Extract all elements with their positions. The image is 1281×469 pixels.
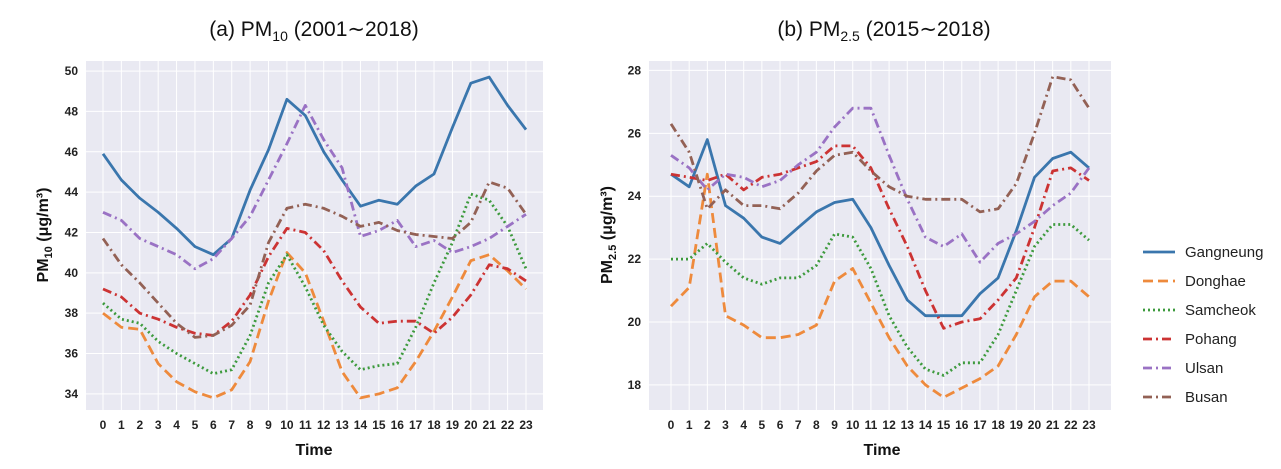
x-tick-label: 21 (483, 418, 497, 432)
x-ticks-b: 0 1 2 3 4 5 6 7 8 9 10 11 12 13 14 15 16 17 18 19 20 21 22 23 (668, 418, 1096, 432)
grid-b (649, 61, 1111, 410)
y-axis-label-a: PM10 (μg/m³) (35, 188, 55, 283)
x-tick-label: 9 (265, 418, 272, 432)
y-tick-label: 48 (65, 104, 79, 118)
x-tick-label: 14 (919, 418, 933, 432)
y-tick-label: 20 (628, 315, 642, 329)
x-tick-label: 3 (722, 418, 729, 432)
x-axis-label-b: Time (863, 442, 900, 459)
x-tick-label: 5 (192, 418, 199, 432)
y-tick-label: 28 (628, 63, 642, 77)
legend-label-samcheok: Samcheok (1185, 302, 1256, 319)
series-line-gangneung (670, 138, 1090, 318)
chart-panel-a: (a) PM10 (2001∼2018) 343638404244464850 … (35, 18, 543, 459)
series-line-donghae (102, 251, 527, 400)
x-tick-label: 16 (955, 418, 969, 432)
x-tick-label: 1 (686, 418, 693, 432)
y-tick-label: 22 (628, 252, 642, 266)
x-tick-label: 6 (210, 418, 217, 432)
series-lines-a (101, 75, 528, 400)
x-tick-label: 15 (372, 418, 386, 432)
x-tick-label: 23 (1082, 418, 1096, 432)
x-axis-label-a: Time (295, 442, 332, 459)
x-tick-label: 21 (1046, 418, 1060, 432)
x-tick-label: 22 (501, 418, 515, 432)
x-tick-label: 17 (409, 418, 423, 432)
series-line-busan (101, 180, 528, 339)
x-tick-label: 7 (795, 418, 802, 432)
y-tick-label: 24 (628, 189, 642, 203)
x-tick-label: 7 (228, 418, 235, 432)
y-tick-label: 46 (65, 145, 79, 159)
x-tick-label: 19 (446, 418, 460, 432)
x-tick-label: 20 (464, 418, 478, 432)
legend-label-donghae: Donghae (1185, 273, 1246, 290)
x-tick-label: 4 (173, 418, 180, 432)
y-axis-label-b: PM2.5 (μg/m³) (599, 186, 619, 284)
x-tick-label: 20 (1028, 418, 1042, 432)
legend-label-gangneung: Gangneung (1185, 244, 1263, 261)
x-tick-label: 12 (317, 418, 331, 432)
chart-title-b: (b) PM2.5 (2015∼2018) (777, 18, 990, 44)
series-line-samcheok (102, 192, 528, 376)
x-tick-label: 13 (335, 418, 349, 432)
x-tick-label: 16 (391, 418, 405, 432)
series-line-samcheok (671, 223, 1090, 377)
x-tick-label: 3 (155, 418, 162, 432)
x-tick-label: 9 (831, 418, 838, 432)
x-tick-label: 0 (100, 418, 107, 432)
x-tick-label: 14 (354, 418, 368, 432)
x-tick-label: 10 (280, 418, 294, 432)
legend-label-busan: Busan (1185, 389, 1228, 406)
x-tick-label: 23 (519, 418, 533, 432)
series-line-ulsan (102, 104, 527, 271)
x-tick-label: 10 (846, 418, 860, 432)
x-tick-label: 8 (247, 418, 254, 432)
plot-area-a (86, 61, 543, 410)
x-tick-label: 1 (118, 418, 125, 432)
y-tick-label: 36 (65, 347, 79, 361)
legend-label-ulsan: Ulsan (1185, 360, 1223, 377)
x-ticks-a: 0 1 2 3 4 5 6 7 8 9 10 11 12 13 14 15 16 17 18 19 20 21 22 23 (100, 418, 533, 432)
x-tick-label: 18 (991, 418, 1005, 432)
y-tick-label: 18 (628, 378, 642, 392)
x-tick-label: 15 (937, 418, 951, 432)
y-ticks-a: 34 36 38 40 42 44 46 48 50 (65, 64, 79, 401)
x-tick-label: 18 (427, 418, 441, 432)
y-ticks-b: 18 20 22 24 26 28 (628, 63, 642, 391)
y-tick-label: 50 (65, 64, 79, 78)
x-tick-label: 2 (704, 418, 711, 432)
series-line-ulsan (670, 106, 1091, 264)
y-tick-label: 38 (65, 306, 79, 320)
series-line-pohang (102, 226, 527, 337)
legend: Gangneung Donghae Samcheok Pohang Ulsan Busan (1143, 244, 1263, 406)
x-tick-label: 22 (1064, 418, 1078, 432)
series-line-pohang (670, 144, 1090, 330)
legend-label-pohang: Pohang (1185, 331, 1237, 348)
x-tick-label: 6 (777, 418, 784, 432)
series-line-gangneung (101, 75, 528, 257)
series-line-busan (669, 75, 1091, 214)
x-tick-label: 0 (668, 418, 675, 432)
y-tick-label: 44 (65, 185, 79, 199)
x-tick-label: 19 (1010, 418, 1024, 432)
y-tick-label: 34 (65, 387, 79, 401)
x-tick-label: 13 (901, 418, 915, 432)
series-line-donghae (669, 172, 1090, 399)
x-tick-label: 12 (882, 418, 896, 432)
x-tick-label: 5 (759, 418, 766, 432)
x-tick-label: 4 (740, 418, 747, 432)
y-tick-label: 42 (65, 225, 79, 239)
chart-title-a: (a) PM10 (2001∼2018) (209, 18, 418, 44)
x-tick-label: 11 (865, 418, 878, 432)
y-tick-label: 26 (628, 126, 642, 140)
x-tick-label: 8 (813, 418, 820, 432)
y-tick-label: 40 (65, 266, 79, 280)
series-lines-b (669, 75, 1091, 399)
x-tick-label: 2 (136, 418, 143, 432)
x-tick-label: 11 (299, 418, 312, 432)
x-tick-label: 17 (973, 418, 987, 432)
